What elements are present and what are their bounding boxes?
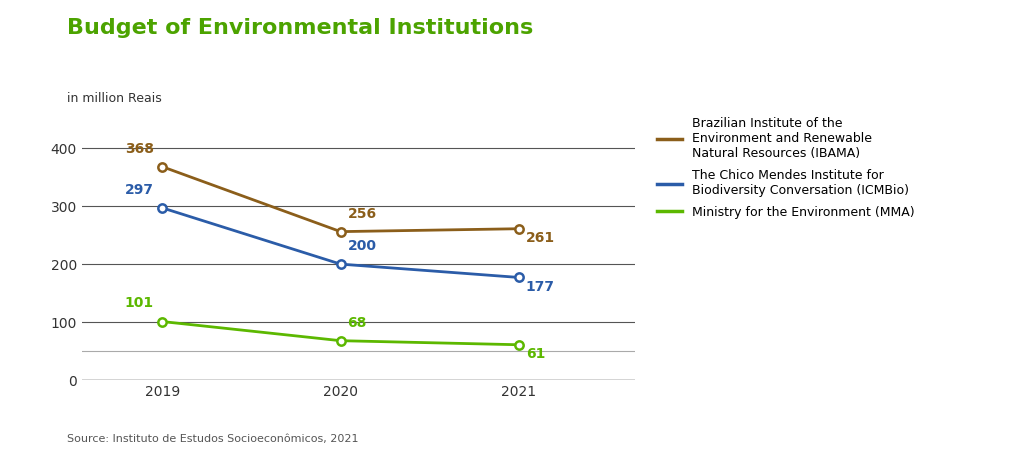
Text: 177: 177 (526, 280, 555, 294)
Text: 256: 256 (347, 207, 377, 220)
Text: 368: 368 (125, 142, 154, 156)
Text: 261: 261 (526, 231, 555, 245)
Text: 200: 200 (347, 239, 377, 253)
Text: 297: 297 (125, 183, 154, 197)
Text: 68: 68 (347, 316, 367, 330)
Text: in million Reais: in million Reais (67, 92, 162, 104)
Text: Source: Instituto de Estudos Socioeconômicos, 2021: Source: Instituto de Estudos Socioeconôm… (67, 434, 358, 444)
Text: 101: 101 (125, 296, 154, 311)
Text: Budget of Environmental Institutions: Budget of Environmental Institutions (67, 18, 532, 38)
Legend: Brazilian Institute of the
Environment and Renewable
Natural Resources (IBAMA), : Brazilian Institute of the Environment a… (652, 112, 920, 224)
Text: 61: 61 (526, 348, 545, 361)
